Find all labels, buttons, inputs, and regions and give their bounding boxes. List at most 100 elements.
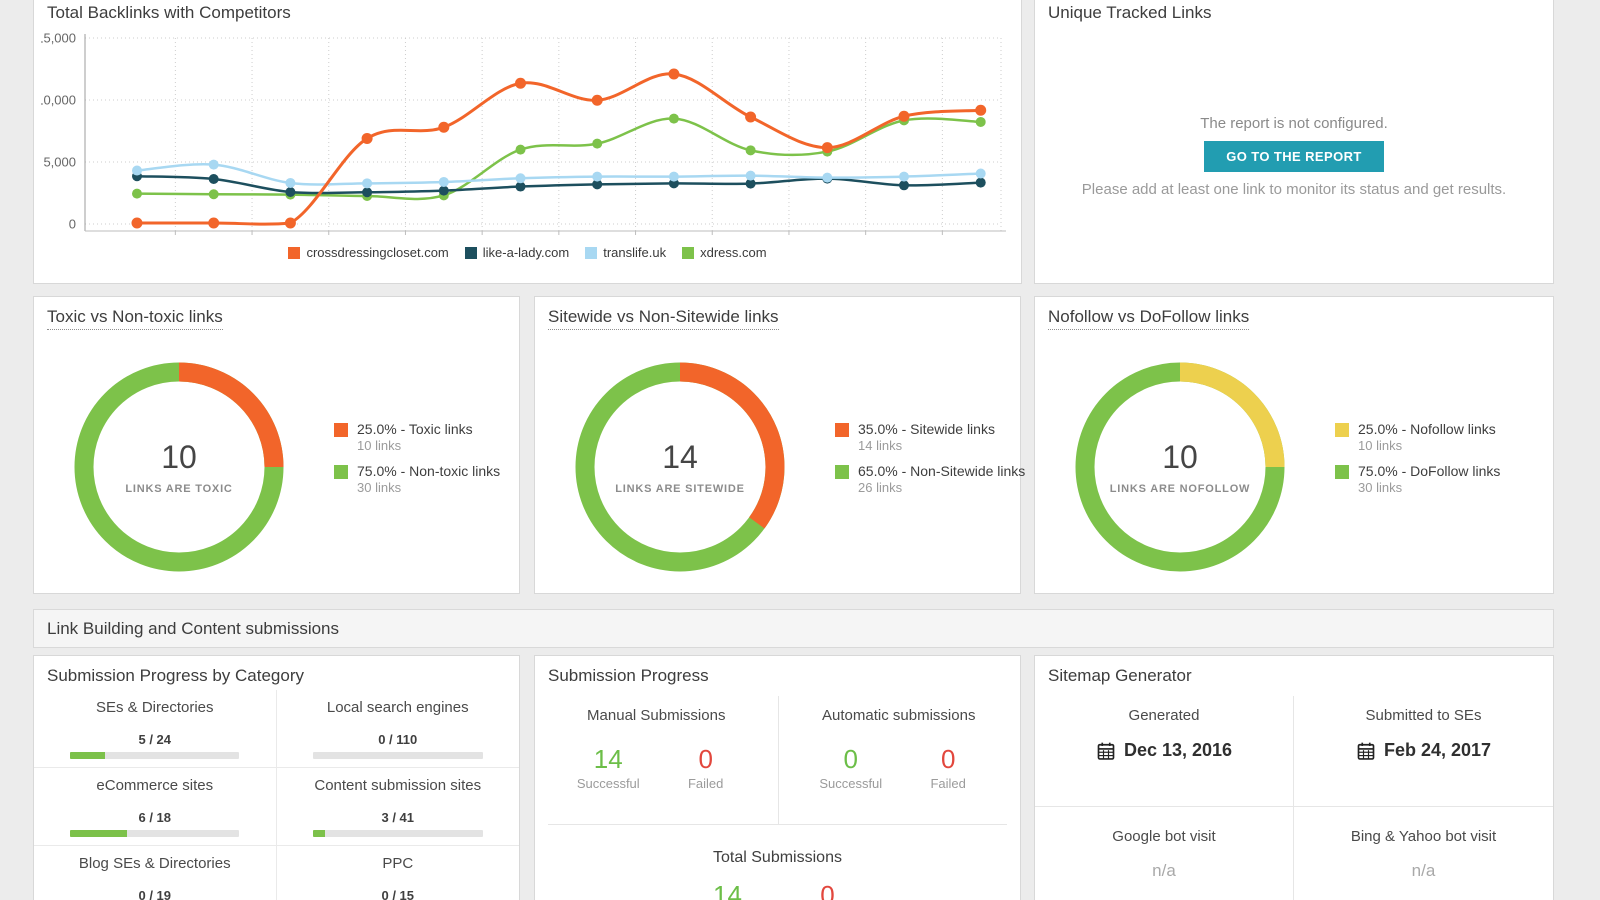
y-axis-tick-label: 5,000 — [43, 155, 76, 170]
legend-sublabel: 26 links — [858, 480, 903, 495]
category-label: Content submission sites — [314, 777, 482, 794]
data-point — [361, 132, 373, 144]
legend-swatch — [464, 246, 477, 259]
calendar-icon — [1096, 741, 1116, 761]
donut-legend-item: 35.0% - Sitewide links 14 links — [835, 421, 1025, 454]
progress-bar — [312, 830, 483, 837]
sitemap-panel-title: Sitemap Generator — [1048, 666, 1192, 685]
data-point — [285, 187, 296, 198]
legend-sublabel: 30 links — [357, 480, 402, 495]
data-point — [975, 168, 986, 179]
progress-bar-fill — [312, 830, 326, 837]
legend-swatch — [1335, 465, 1349, 479]
submission-progress-panel: Submission Progress Manual Submissions 1… — [534, 655, 1021, 900]
legend-label: like-a-lady.com — [482, 245, 570, 260]
legend-sublabel: 30 links — [1358, 480, 1403, 495]
data-point — [438, 185, 449, 196]
legend-label: translife.uk — [603, 245, 667, 260]
data-point — [208, 189, 219, 200]
legend-label: 75.0% - DoFollow links — [1358, 463, 1501, 479]
category-cell: PPC 0 / 15 — [277, 846, 520, 900]
backlinks-chart-panel: Total Backlinks with Competitors 0 5,000 1… — [33, 0, 1022, 284]
data-point — [975, 177, 986, 188]
sitemap-cell-value: n/a — [1411, 861, 1436, 880]
series-line-translife.uk — [136, 162, 981, 186]
data-point — [592, 179, 603, 190]
data-point — [745, 145, 756, 156]
data-point — [899, 180, 909, 191]
legend-swatch — [835, 423, 849, 437]
legend-swatch — [288, 246, 301, 259]
category-cell: eCommerce sites 6 / 18 — [34, 768, 277, 846]
category-progress-value: 5 / 24 — [138, 732, 172, 747]
legend-swatch — [334, 423, 348, 437]
data-point — [745, 170, 756, 181]
legend-label: crossdressingcloset.com — [306, 245, 449, 260]
go-to-report-button[interactable]: GO TO THE REPORT — [1204, 141, 1384, 172]
donut-panel: Toxic vs Non-toxic links 10 LINKS ARE TO… — [33, 296, 520, 594]
data-point — [362, 178, 373, 189]
data-point — [591, 94, 603, 106]
data-point — [515, 144, 526, 155]
data-point — [899, 171, 909, 182]
category-label: Local search engines — [326, 699, 469, 716]
data-point — [515, 77, 526, 89]
donut-panel-title-link[interactable]: Nofollow vs DoFollow links — [1048, 307, 1250, 330]
category-label: PPC — [382, 855, 414, 872]
y-axis-tick-label: 0 — [69, 217, 76, 232]
sitemap-cell: Submitted to SEs Feb 24, 2017 — [1294, 696, 1553, 807]
sitemap-cell-label: Generated — [1128, 707, 1200, 724]
data-point — [592, 138, 603, 149]
category-cell: Blog SEs & Directories 0 / 19 — [34, 846, 277, 900]
failed-count: 0 — [940, 744, 956, 774]
donut-panel: Sitewide vs Non-Sitewide links 14 LINKS … — [534, 296, 1025, 594]
backlinks-panel-title: Total Backlinks with Competitors — [47, 3, 291, 22]
donut-panel-title-link[interactable]: Sitewide vs Non-Sitewide links — [548, 307, 779, 330]
category-label: Blog SEs & Directories — [78, 855, 231, 872]
y-axis-tick-label: 15,000 — [41, 31, 76, 46]
successful-label: Successful — [576, 776, 640, 791]
donut-legend: 35.0% - Sitewide links 14 links 65.0% - … — [835, 421, 1025, 496]
data-point — [975, 104, 987, 116]
data-point — [898, 110, 910, 122]
donut-chart — [74, 362, 284, 572]
progress-bar — [70, 830, 240, 837]
data-point — [208, 173, 219, 184]
sitemap-cell-label: Bing & Yahoo bot visit — [1350, 828, 1497, 845]
legend-swatch — [334, 465, 348, 479]
submission-group-label: Manual Submissions — [587, 707, 726, 724]
total-submissions: Total Submissions 14 0 — [535, 848, 1020, 900]
not-configured-message: The report is not configured. — [1200, 115, 1388, 132]
chart-legend-item[interactable]: like-a-lady.com — [464, 245, 570, 260]
chart-legend-item[interactable]: xdress.com — [682, 245, 767, 260]
legend-swatch — [835, 465, 849, 479]
data-point — [132, 165, 142, 176]
data-point — [745, 178, 756, 189]
chart-legend-item[interactable]: translife.uk — [585, 245, 666, 260]
y-axis-tick-label: 10,000 — [41, 93, 76, 108]
data-point — [438, 121, 450, 133]
sitemap-cell-value: n/a — [1152, 861, 1176, 880]
legend-sublabel: 10 links — [1358, 438, 1403, 453]
successful-count: 0 — [843, 744, 858, 774]
chart-legend-item[interactable]: crossdressingcloset.com — [288, 245, 449, 260]
data-point — [821, 142, 833, 154]
data-point — [362, 187, 373, 198]
failed-label: Failed — [930, 776, 966, 791]
category-progress-value: 0 / 15 — [381, 888, 415, 900]
submission-group-label: Automatic submissions — [822, 707, 976, 724]
donut-panel-title-link[interactable]: Toxic vs Non-toxic links — [47, 307, 223, 330]
data-point — [745, 111, 757, 123]
donut-legend: 25.0% - Toxic links 10 links 75.0% - Non… — [334, 421, 500, 496]
submission-groups: Manual Submissions 14 Successful 0 Faile… — [535, 696, 1020, 792]
data-point — [668, 113, 679, 124]
donut-legend-item: 25.0% - Nofollow links 10 links — [1335, 421, 1500, 454]
category-progress-value: 3 / 41 — [381, 810, 415, 825]
legend-label: 75.0% - Non-toxic links — [357, 463, 501, 479]
data-point — [822, 172, 833, 183]
legend-sublabel: 14 links — [858, 438, 903, 453]
category-cell: Local search engines 0 / 110 — [276, 690, 519, 768]
calendar-icon — [1356, 741, 1376, 761]
series-line-crossdressingcloset.com — [136, 72, 981, 226]
donut-chart — [575, 362, 785, 572]
